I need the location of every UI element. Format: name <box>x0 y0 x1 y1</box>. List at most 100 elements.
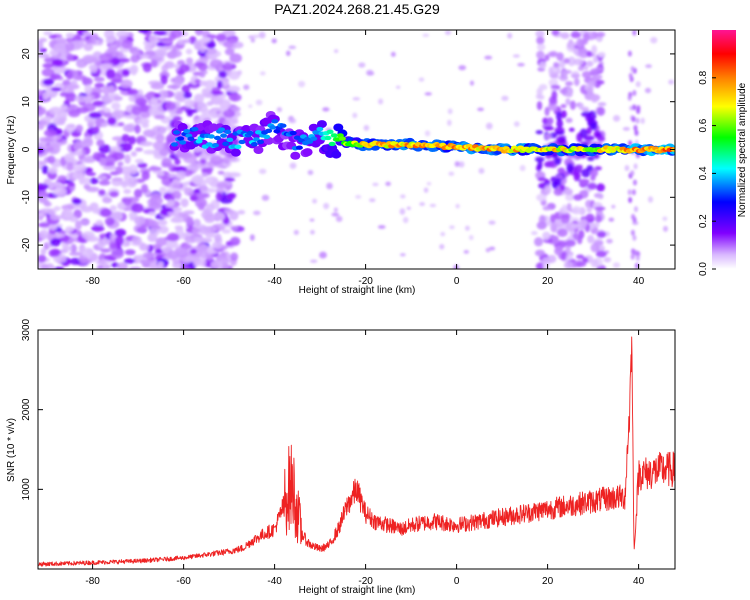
heat-cell <box>578 48 589 59</box>
heat-cell <box>249 234 255 241</box>
heat-cell <box>91 56 98 63</box>
heat-cell <box>595 214 602 223</box>
heat-cell <box>230 225 239 231</box>
heat-cell <box>38 161 47 166</box>
heat-cell <box>429 203 437 208</box>
heat-cell <box>85 236 100 242</box>
heat-cell <box>216 182 229 189</box>
heat-cell <box>38 254 47 263</box>
ridge-halo <box>331 150 342 159</box>
heat-cell <box>206 41 216 49</box>
heat-cell <box>168 182 182 189</box>
heat-cell <box>553 188 563 196</box>
heat-cell <box>171 216 183 223</box>
heat-cell <box>647 196 654 203</box>
heat-cell <box>331 212 340 217</box>
heat-cell <box>139 141 154 147</box>
heat-cell <box>81 77 93 86</box>
heat-cell <box>227 172 241 178</box>
heat-cell <box>124 154 131 164</box>
heat-cell <box>557 228 568 237</box>
heat-cell <box>448 171 455 176</box>
ridge-cell <box>177 136 185 141</box>
heat-cell <box>163 236 177 241</box>
heat-cell <box>550 84 561 89</box>
heat-cell <box>560 213 571 219</box>
heat-cell <box>111 248 124 259</box>
heat-cell <box>196 102 208 113</box>
heat-cell <box>424 130 431 137</box>
ridge-cell <box>191 126 199 132</box>
heat-cell <box>60 104 69 110</box>
heat-cell <box>38 106 47 116</box>
heat-cell <box>563 188 573 195</box>
heat-cell <box>251 34 260 39</box>
heat-cell <box>93 76 105 82</box>
heat-cell <box>395 85 401 89</box>
heat-cell <box>662 225 669 232</box>
heat-cell <box>307 169 314 176</box>
spectrogram-x-label: Height of straight line (km) <box>299 285 416 296</box>
heat-cell <box>335 215 343 223</box>
heat-cell <box>69 257 82 265</box>
heat-cell <box>590 259 599 268</box>
heat-cell <box>561 69 572 75</box>
heat-cell <box>530 231 538 236</box>
heat-cell <box>567 56 576 67</box>
heat-cell <box>611 204 616 209</box>
heat-cell <box>587 234 595 244</box>
heat-cell <box>157 261 164 268</box>
heat-cell <box>591 44 598 55</box>
heat-cell <box>181 232 193 237</box>
heat-cell <box>98 180 111 186</box>
heat-cell <box>226 193 236 200</box>
heat-cell <box>203 213 217 222</box>
ridge-cell <box>289 130 297 136</box>
heat-cell <box>549 50 558 58</box>
heat-cell <box>99 63 113 70</box>
heat-cell <box>271 38 277 44</box>
heat-cell <box>109 191 119 198</box>
heat-cell <box>184 99 195 108</box>
heat-cell <box>566 163 574 173</box>
ridge-cell <box>328 141 336 147</box>
ridge-halo <box>230 148 241 157</box>
heat-cell <box>96 139 105 147</box>
heat-cell <box>198 258 207 267</box>
heat-cell <box>597 193 604 200</box>
heat-cell <box>544 54 550 62</box>
heat-cell <box>109 44 118 49</box>
heat-cell <box>135 147 143 152</box>
heat-cell <box>469 80 475 86</box>
heat-cell <box>635 81 641 88</box>
heat-cell <box>180 198 189 208</box>
heat-cell <box>206 47 217 55</box>
heat-cell <box>82 31 92 37</box>
heat-cell <box>52 233 65 239</box>
heat-cell <box>102 196 113 204</box>
heat-cell <box>88 112 102 119</box>
x-tick-label: 40 <box>633 576 645 587</box>
heat-cell <box>622 126 630 131</box>
heat-cell <box>367 71 375 76</box>
heat-cell <box>150 97 158 106</box>
heat-cell <box>556 136 567 144</box>
heat-cell <box>458 161 465 168</box>
heat-cell <box>632 30 637 36</box>
heat-cell <box>127 88 139 96</box>
heat-cell <box>111 109 126 119</box>
heat-cell <box>171 190 182 199</box>
heat-cell <box>488 246 496 251</box>
heat-cell <box>38 191 49 198</box>
heat-cell <box>596 106 606 116</box>
heat-cell <box>121 133 130 143</box>
heat-cell <box>43 31 53 36</box>
heat-cell <box>322 107 330 112</box>
heat-cell <box>165 238 178 249</box>
heat-cell <box>378 98 384 105</box>
heat-cell <box>38 212 45 218</box>
heat-cell <box>573 194 583 201</box>
heat-cell <box>118 142 133 152</box>
heat-cell <box>209 154 223 165</box>
heat-cell <box>565 117 573 123</box>
